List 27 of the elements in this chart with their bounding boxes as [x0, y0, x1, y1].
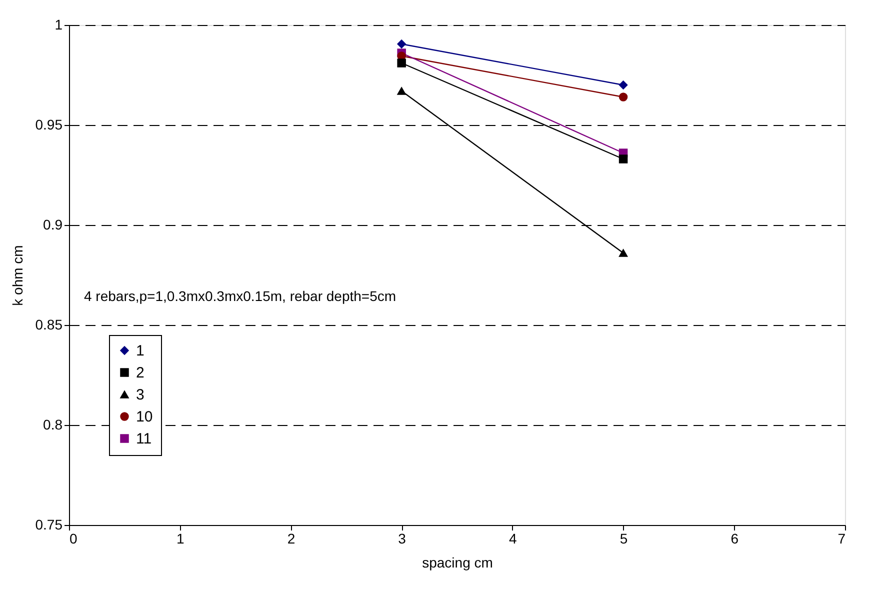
point: [397, 40, 406, 48]
x-tick-label: 1: [176, 530, 184, 546]
x-tick-label: 2: [287, 530, 296, 546]
x-tick-label: 6: [730, 530, 739, 546]
y-tick-label: 0.95: [35, 116, 63, 132]
y-tick-label: 0.9: [43, 216, 63, 232]
x-tick-label: 4: [509, 530, 518, 546]
x-tick-label: 5: [620, 530, 628, 546]
y-tick-label: 1: [54, 16, 63, 32]
point: [397, 58, 406, 68]
y-axis-title: k ohm cm: [9, 245, 26, 306]
point: [618, 154, 628, 164]
legend-label: 3: [136, 386, 144, 404]
y-tick-label: 0.8: [43, 416, 63, 432]
x-tick-label: 7: [838, 530, 846, 546]
legend-label: 1: [136, 342, 144, 360]
legend-label: 2: [136, 364, 144, 382]
legend-label: 10: [136, 408, 153, 426]
x-tick-label: 0: [70, 530, 78, 546]
x-axis-title: spacing cm: [422, 554, 493, 570]
x-tick-label: 3: [398, 530, 406, 546]
y-tick-label: 0.85: [35, 316, 63, 332]
point: [618, 80, 628, 90]
y-tick-label: 0.75: [35, 516, 63, 532]
annotation: 4 rebars,p=1,0.3mx0.3mx0.15m, rebar depth=5cm: [84, 288, 396, 304]
legend-label: 11: [136, 430, 152, 448]
point: [618, 92, 628, 102]
